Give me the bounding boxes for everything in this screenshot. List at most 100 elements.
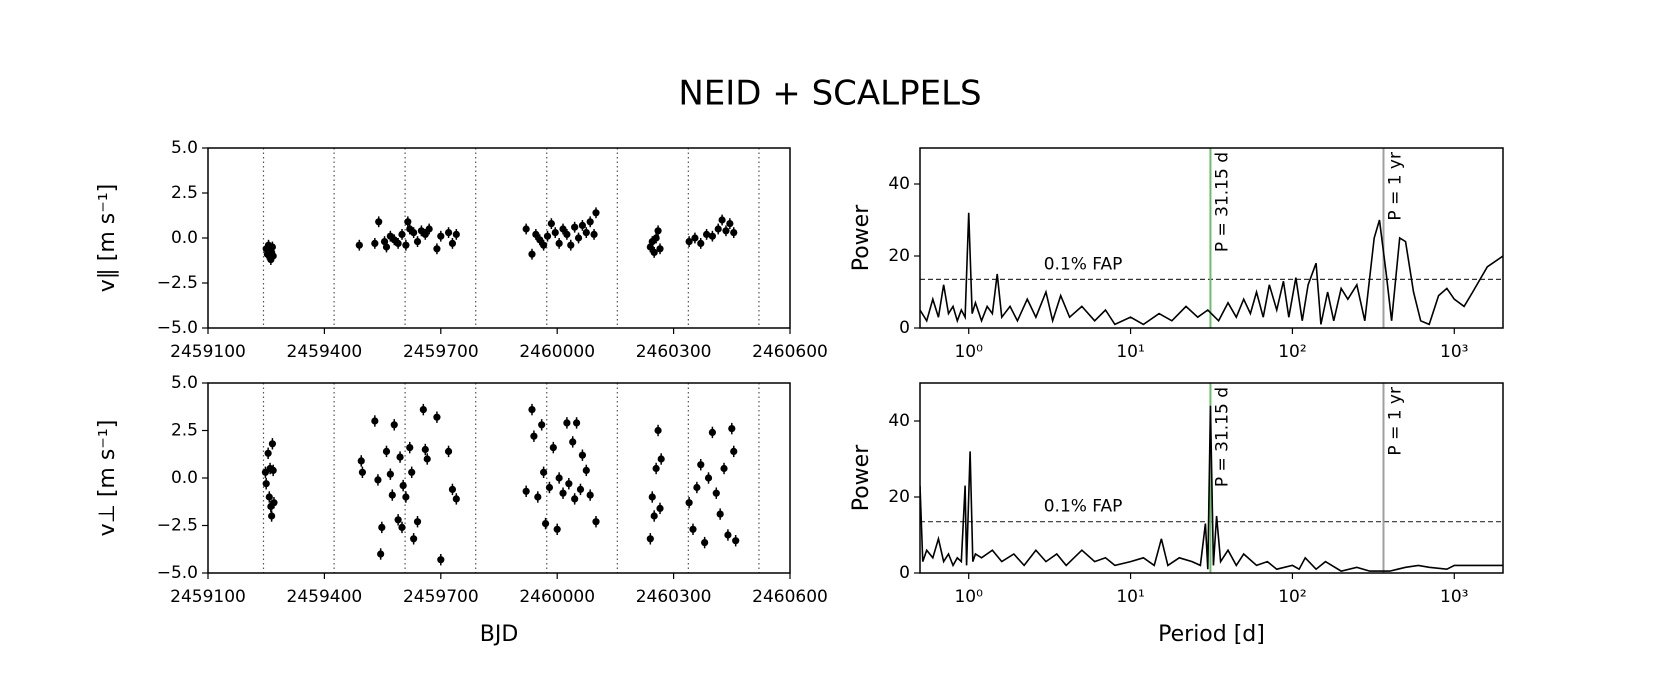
period-label: P = 31.15 d [1212,387,1232,487]
x-tick-label: 2460300 [636,342,712,362]
point [716,510,724,518]
point [375,218,383,226]
x-tick-label: 10² [1278,587,1306,607]
point [576,485,585,493]
x-tick-label: 2459400 [287,342,363,362]
x-axis-label: Period [d] [1158,622,1265,647]
point [730,229,738,237]
point [388,491,396,499]
panel: −5.0 −2.5 0.0 2.5 5.0 2459100 2459400 2459700 24… [95,373,828,647]
x-tick-label: 2460300 [636,587,712,607]
y-tick-label: 0 [899,563,910,583]
point [410,535,418,543]
point [396,453,404,461]
period-label: P = 1 yr [1385,152,1405,221]
point [536,236,544,244]
point [413,238,422,246]
y-axis-label: Power [849,444,874,511]
y-tick-label: 40 [888,174,910,194]
point [378,523,386,532]
point [357,457,365,465]
point [421,445,429,454]
x-tick-label: 2460600 [752,587,828,607]
point [437,556,445,564]
point [582,229,590,237]
point [657,455,665,463]
point [268,440,277,448]
x-tick-label: 10⁰ [954,342,983,362]
point [702,230,711,238]
point [394,516,402,524]
point [697,239,705,247]
point [714,225,722,233]
point [433,413,441,421]
point [408,468,416,476]
x-tick-label: 10³ [1440,342,1468,362]
point [371,239,379,247]
point [728,425,736,433]
point [448,239,457,247]
x-tick-label: 10¹ [1116,587,1144,607]
point [398,523,406,532]
period-label: P = 31.15 d [1212,152,1232,252]
panel: 0 20 40 10⁰ 10¹ 10² 10³ Power 0.1% FAP P = 31.15 … [849,147,1504,362]
y-tick-label: 0.0 [171,228,198,248]
y-tick-label: 5.0 [171,138,198,158]
point [563,419,571,427]
panel: 0 20 40 10⁰ 10¹ 10² 10³ Power Period [d] 0.1% FAP… [849,382,1504,647]
y-tick-label: 0 [899,318,910,338]
point [704,474,713,482]
point [691,234,699,242]
point [697,461,705,469]
x-tick-label: 2459700 [403,587,479,607]
point [708,232,717,240]
point [538,421,546,429]
point [390,421,398,429]
y-tick-label: 20 [888,246,910,266]
point [444,229,453,237]
point [592,518,600,526]
x-tick-label: 2460600 [752,342,828,362]
x-tick-label: 10³ [1440,587,1468,607]
point [650,248,658,256]
point [553,525,561,533]
point [402,493,410,501]
point [534,493,542,501]
point [590,230,598,238]
point [413,518,422,526]
x-tick-label: 2460000 [519,342,595,362]
y-tick-label: −5.0 [157,318,198,338]
point [718,216,726,224]
point [689,525,697,533]
point [437,232,445,240]
point [358,468,367,476]
point [685,238,693,246]
y-tick-label: 5.0 [171,373,198,393]
point [540,468,548,476]
point [722,227,730,235]
period-label: P = 1 yr [1385,387,1405,456]
point [592,209,600,217]
point [406,444,414,452]
point [656,245,664,253]
point [355,241,363,249]
point [701,539,709,547]
point [522,487,530,495]
point [269,466,277,474]
point [541,520,550,528]
point [708,428,717,436]
point [433,245,441,253]
y-tick-label: −2.5 [157,516,198,536]
point [656,504,664,512]
point [648,493,656,501]
point [549,444,557,452]
point [382,447,391,455]
point [547,220,555,228]
axes-frame [207,147,791,329]
point [268,243,277,251]
y-tick-label: 20 [888,487,910,507]
axes-frame [919,147,1504,329]
point [404,218,412,226]
point [269,252,277,260]
point [559,225,567,233]
